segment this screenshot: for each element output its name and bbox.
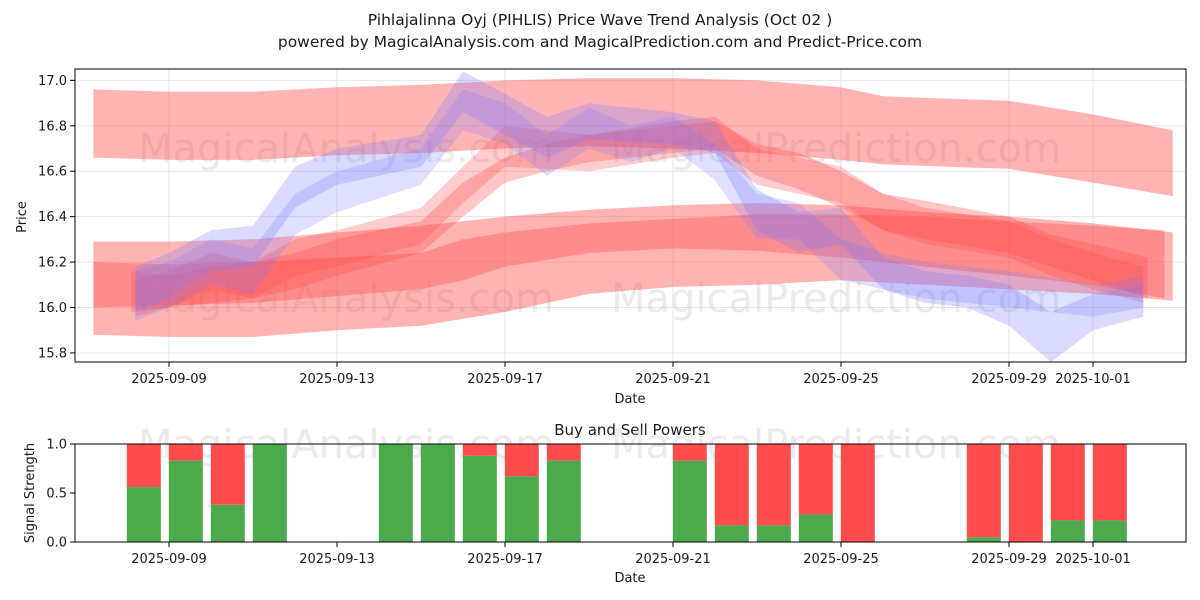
sell-bar-0 xyxy=(126,444,161,488)
price-ytick-label-3: 16.4 xyxy=(38,210,67,225)
price-y-axis: 15.8 16.0 16.2 16.4 16.6 16.8 17.0 xyxy=(38,74,75,361)
sell-bar-7 xyxy=(504,444,539,477)
sell-bar-6 xyxy=(462,444,497,456)
watermark-analysis-2: MagicalAnalysis.com xyxy=(138,276,554,322)
price-xtick-label-0: 2025-09-09 xyxy=(131,372,207,387)
buy-bar-5 xyxy=(420,444,455,542)
price-wave-bands xyxy=(93,71,1173,363)
sell-bar-1 xyxy=(168,444,203,461)
price-x-label: Date xyxy=(614,392,645,407)
buy-bar-16 xyxy=(1050,520,1085,542)
price-watermarks: MagicalAnalysis.com MagicalPrediction.co… xyxy=(138,126,1061,322)
sell-bar-9 xyxy=(672,444,707,461)
sell-bar-16 xyxy=(1050,444,1085,521)
power-chart-title: Buy and Sell Powers xyxy=(554,421,706,439)
price-ytick-label-6: 17.0 xyxy=(38,74,67,89)
power-y-axis: 0.0 0.5 1.0 xyxy=(46,438,75,551)
band-red-mid-2 xyxy=(131,121,1148,312)
buy-bar-3 xyxy=(252,444,287,542)
sell-bar-10 xyxy=(714,444,749,526)
band-blue-2 xyxy=(135,89,1144,322)
price-xtick-label-3: 2025-09-21 xyxy=(635,372,711,387)
watermark-prediction-2: MagicalPrediction.com xyxy=(611,276,1061,322)
buy-bar-7 xyxy=(504,476,539,542)
price-ytick-label-5: 16.8 xyxy=(38,119,67,134)
chart-title: Pihlajalinna Oyj (PIHLIS) Price Wave Tre… xyxy=(368,11,833,29)
buy-bar-0 xyxy=(126,487,161,542)
buy-bar-10 xyxy=(714,525,749,542)
power-x-axis: 2025-09-09 2025-09-13 2025-09-17 2025-09-21… xyxy=(131,542,1131,567)
power-xtick-label-5: 2025-09-29 xyxy=(971,552,1047,567)
power-bars xyxy=(126,444,1127,542)
band-red-wide-top xyxy=(93,78,1173,197)
buy-bar-8 xyxy=(546,460,581,542)
buy-bar-2 xyxy=(210,504,245,542)
power-xtick-label-0: 2025-09-09 xyxy=(131,552,207,567)
power-xtick-label-4: 2025-09-25 xyxy=(803,552,879,567)
price-x-axis: 2025-09-09 2025-09-13 2025-09-17 2025-09-21… xyxy=(131,362,1131,387)
watermark-analysis: MagicalAnalysis.com xyxy=(138,126,554,172)
sell-bar-2 xyxy=(210,444,245,505)
buy-bar-17 xyxy=(1092,520,1127,542)
power-y-label: Signal Strength xyxy=(23,443,38,543)
power-ytick-label-2: 1.0 xyxy=(46,438,67,453)
power-xtick-label-3: 2025-09-21 xyxy=(635,552,711,567)
sell-bar-11 xyxy=(756,444,791,526)
price-xtick-label-1: 2025-09-13 xyxy=(299,372,375,387)
price-ytick-label-0: 15.8 xyxy=(38,346,67,361)
power-ytick-label-1: 0.5 xyxy=(46,487,67,502)
power-x-label: Date xyxy=(614,571,645,586)
sell-bar-8 xyxy=(546,444,581,461)
price-plot-frame xyxy=(74,68,1187,363)
band-red-mid-3 xyxy=(135,116,1144,317)
sell-bar-14 xyxy=(966,444,1001,538)
buy-bar-1 xyxy=(168,460,203,542)
price-xtick-label-5: 2025-09-29 xyxy=(971,372,1047,387)
sell-bar-15 xyxy=(1008,444,1043,542)
price-ytick-label-4: 16.6 xyxy=(38,165,67,180)
power-ytick-label-0: 0.0 xyxy=(46,536,67,551)
price-ytick-label-2: 16.2 xyxy=(38,256,67,271)
buy-bar-6 xyxy=(462,455,497,542)
watermark-prediction: MagicalPrediction.com xyxy=(611,126,1061,172)
band-red-mid-1 xyxy=(93,214,1165,308)
buy-bar-9 xyxy=(672,460,707,542)
buy-bar-14 xyxy=(966,537,1001,542)
power-xtick-label-2: 2025-09-17 xyxy=(467,552,543,567)
buy-bar-11 xyxy=(756,525,791,542)
price-ytick-label-1: 16.0 xyxy=(38,301,67,316)
price-xtick-label-6: 2025-10-01 xyxy=(1055,372,1131,387)
price-gridlines xyxy=(75,69,1186,362)
sell-bar-12 xyxy=(798,444,833,515)
power-xtick-label-6: 2025-10-01 xyxy=(1055,552,1131,567)
price-y-label: Price xyxy=(15,201,30,233)
price-xtick-label-2: 2025-09-17 xyxy=(467,372,543,387)
band-red-wide-low xyxy=(93,203,1173,337)
price-xtick-label-4: 2025-09-25 xyxy=(803,372,879,387)
sell-bar-13 xyxy=(840,444,875,542)
sell-bar-17 xyxy=(1092,444,1127,521)
buy-bar-4 xyxy=(378,444,413,542)
band-blue-1 xyxy=(135,71,1144,363)
buy-bar-12 xyxy=(798,514,833,542)
power-xtick-label-1: 2025-09-13 xyxy=(299,552,375,567)
chart-subtitle: powered by MagicalAnalysis.com and Magic… xyxy=(278,33,922,51)
